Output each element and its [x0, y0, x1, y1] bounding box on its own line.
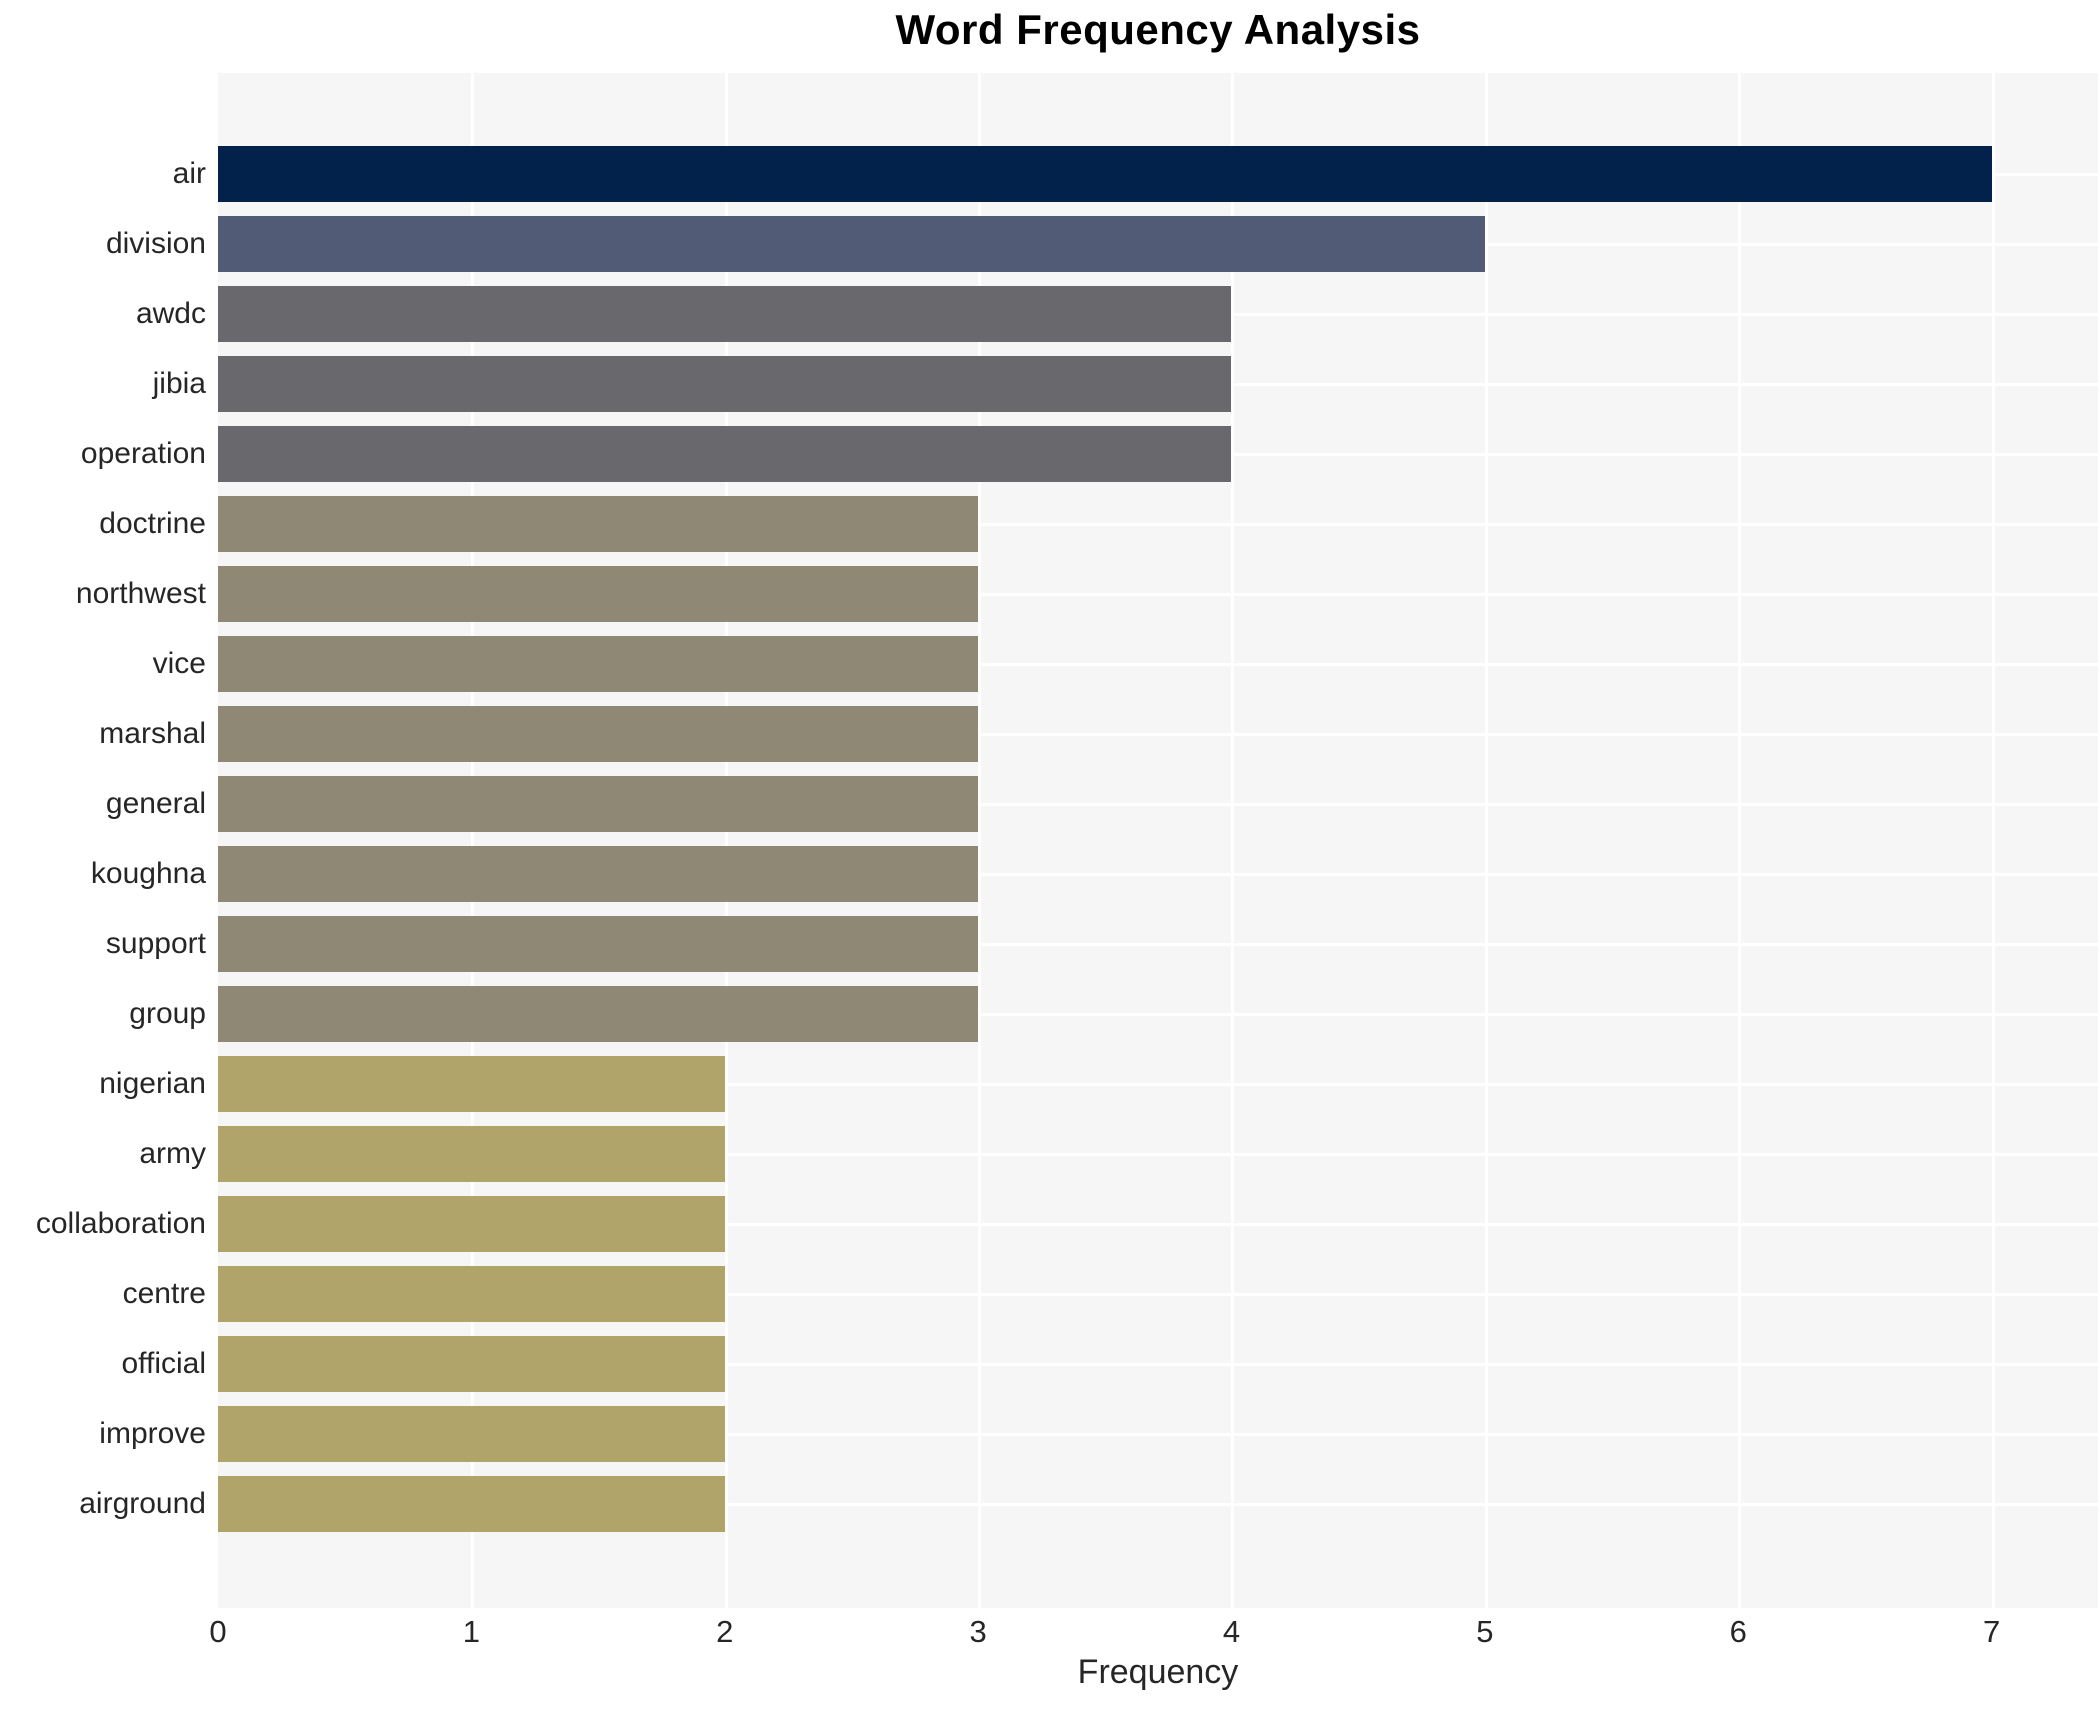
y-axis-label-division: division [105, 227, 206, 260]
h-gridline [218, 802, 2098, 806]
y-axis-label-centre: centre [122, 1277, 206, 1310]
y-axis-label-northwest: northwest [75, 577, 206, 610]
h-gridline [218, 522, 2098, 526]
bar-marshal [218, 706, 979, 762]
bar-doctrine [218, 496, 979, 552]
x-tick-label-0: 0 [209, 1614, 227, 1649]
y-axis-label-group: group [129, 997, 206, 1030]
bar-awdc [218, 286, 1232, 342]
x-tick-label-1: 1 [462, 1614, 480, 1649]
bar-improve [218, 1406, 725, 1462]
y-axis-label-jibia: jibia [152, 367, 206, 400]
y-axis-label-airground: airground [79, 1487, 206, 1520]
y-axis-label-official: official [121, 1347, 207, 1380]
y-axis-label-air: air [172, 157, 206, 190]
bar-jibia [218, 356, 1232, 412]
y-axis-label-vice: vice [152, 647, 206, 680]
x-axis-title: Frequency [1077, 1653, 1239, 1691]
y-axis-label-marshal: marshal [99, 717, 206, 750]
bar-nigerian [218, 1056, 725, 1112]
bar-official [218, 1336, 725, 1392]
bar-collaboration [218, 1196, 725, 1252]
bar-support [218, 916, 979, 972]
bar-centre [218, 1266, 725, 1322]
y-axis-label-nigerian: nigerian [99, 1067, 206, 1100]
h-gridline [218, 592, 2098, 596]
x-tick-label-4: 4 [1222, 1614, 1241, 1649]
h-gridline [218, 1362, 2098, 1366]
h-gridline [218, 662, 2098, 666]
bar-division [218, 216, 1485, 272]
v-gridline [1738, 73, 1742, 1608]
h-gridline [218, 1012, 2098, 1016]
bar-army [218, 1126, 725, 1182]
y-axis-label-awdc: awdc [135, 297, 206, 330]
x-tick-label-2: 2 [716, 1614, 734, 1649]
h-gridline [218, 1292, 2098, 1296]
v-gridline [978, 73, 982, 1608]
x-tick-label-3: 3 [969, 1614, 987, 1649]
h-gridline [218, 1432, 2098, 1436]
y-axis-label-operation: operation [80, 437, 206, 470]
h-gridline [218, 872, 2098, 876]
bar-northwest [218, 566, 979, 622]
bar-koughna [218, 846, 979, 902]
h-gridline [218, 732, 2098, 736]
y-axis-label-improve: improve [99, 1417, 206, 1450]
h-gridline [218, 1502, 2098, 1506]
x-tick-label-5: 5 [1476, 1614, 1494, 1649]
bar-airground [218, 1476, 725, 1532]
h-gridline [218, 1152, 2098, 1156]
h-gridline [218, 1082, 2098, 1086]
v-gridline [1991, 73, 1995, 1608]
v-gridline [724, 73, 728, 1608]
y-axis-label-doctrine: doctrine [99, 507, 206, 540]
h-gridline [218, 942, 2098, 946]
x-tick-label-7: 7 [1982, 1614, 2001, 1649]
v-gridline [1231, 73, 1235, 1608]
y-axis-label-general: general [105, 787, 206, 820]
bar-vice [218, 636, 979, 692]
bar-general [218, 776, 979, 832]
y-axis-label-collaboration: collaboration [35, 1207, 206, 1240]
bar-group [218, 986, 979, 1042]
y-axis-label-koughna: koughna [90, 857, 206, 890]
x-tick-label-6: 6 [1729, 1614, 1747, 1649]
y-axis-label-army: army [139, 1137, 206, 1170]
v-gridline [1484, 73, 1488, 1608]
bar-operation [218, 426, 1232, 482]
h-gridline [218, 1222, 2098, 1226]
y-axis-label-support: support [105, 927, 206, 960]
plot-area [218, 73, 2098, 1608]
chart-title: Word Frequency Analysis [895, 6, 1421, 53]
v-gridline [471, 73, 475, 1608]
bar-air [218, 146, 1992, 202]
